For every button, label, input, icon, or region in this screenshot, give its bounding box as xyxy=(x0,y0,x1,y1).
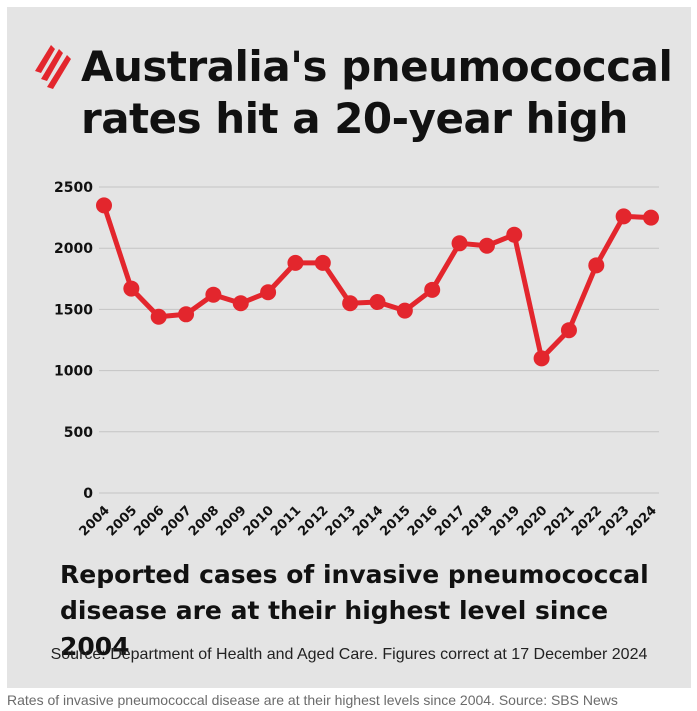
x-tick-label: 2015 xyxy=(377,503,413,539)
y-tick-label: 500 xyxy=(64,425,93,441)
x-tick-label: 2006 xyxy=(131,503,167,539)
data-point xyxy=(424,281,441,298)
x-tick-label: 2007 xyxy=(159,503,195,539)
x-tick-label: 2017 xyxy=(432,503,468,539)
gridlines xyxy=(99,186,659,494)
data-point xyxy=(342,295,359,312)
infographic-card: Australia's pneumococcal rates hit a 20-… xyxy=(7,7,691,688)
data-point xyxy=(232,295,249,312)
data-point xyxy=(178,306,195,323)
x-tick-label: 2009 xyxy=(213,503,249,539)
chart-subtitle: Reported cases of invasive pneumococcal … xyxy=(60,560,649,661)
x-tick-label: 2020 xyxy=(514,503,550,539)
data-point xyxy=(506,226,523,243)
data-point xyxy=(314,254,331,271)
x-tick-label: 2022 xyxy=(569,503,605,539)
x-tick-label: 2024 xyxy=(624,503,660,539)
x-tick-label: 2023 xyxy=(596,503,632,539)
x-tick-label: 2012 xyxy=(295,503,331,539)
data-point xyxy=(478,237,495,254)
x-tick-label: 2005 xyxy=(104,503,140,539)
y-tick-label: 2000 xyxy=(54,241,93,257)
data-points xyxy=(96,197,659,367)
data-point xyxy=(643,209,659,226)
x-tick-label: 2013 xyxy=(323,503,359,539)
x-tick-label: 2021 xyxy=(542,503,578,539)
x-tick-label: 2004 xyxy=(77,503,113,539)
data-point xyxy=(260,284,277,301)
x-tick-label: 2019 xyxy=(487,503,523,539)
data-point xyxy=(533,350,550,367)
data-point xyxy=(560,322,577,339)
x-tick-label: 2008 xyxy=(186,503,222,539)
data-point xyxy=(396,302,413,319)
x-tick-label: 2018 xyxy=(460,503,496,539)
data-point xyxy=(287,254,304,271)
y-tick-label: 0 xyxy=(83,486,93,502)
y-tick-label: 1500 xyxy=(54,302,93,318)
x-tick-label: 2016 xyxy=(405,503,441,539)
y-tick-label: 2500 xyxy=(54,180,93,196)
x-tick-label: 2014 xyxy=(350,503,386,539)
data-point xyxy=(150,308,167,325)
data-point xyxy=(369,294,386,311)
chart-title: Australia's pneumococcal rates hit a 20-… xyxy=(81,42,673,143)
y-tick-label: 1000 xyxy=(54,364,93,380)
image-caption: Rates of invasive pneumococcal disease a… xyxy=(7,692,618,708)
x-axis-ticks: 2004200520062007200820092010201120122013… xyxy=(77,503,660,539)
x-tick-label: 2010 xyxy=(241,503,277,539)
data-point xyxy=(123,280,140,297)
y-axis-ticks: 0 500 1000 1500 2000 2500 xyxy=(54,180,93,502)
data-point xyxy=(205,286,222,303)
data-point xyxy=(615,208,632,225)
data-point xyxy=(96,197,112,214)
data-point xyxy=(588,257,605,274)
sbs-logo-icon xyxy=(35,45,71,89)
data-point xyxy=(451,235,468,252)
x-tick-label: 2011 xyxy=(268,503,304,539)
source-note: Source: Department of Health and Aged Ca… xyxy=(50,646,648,663)
